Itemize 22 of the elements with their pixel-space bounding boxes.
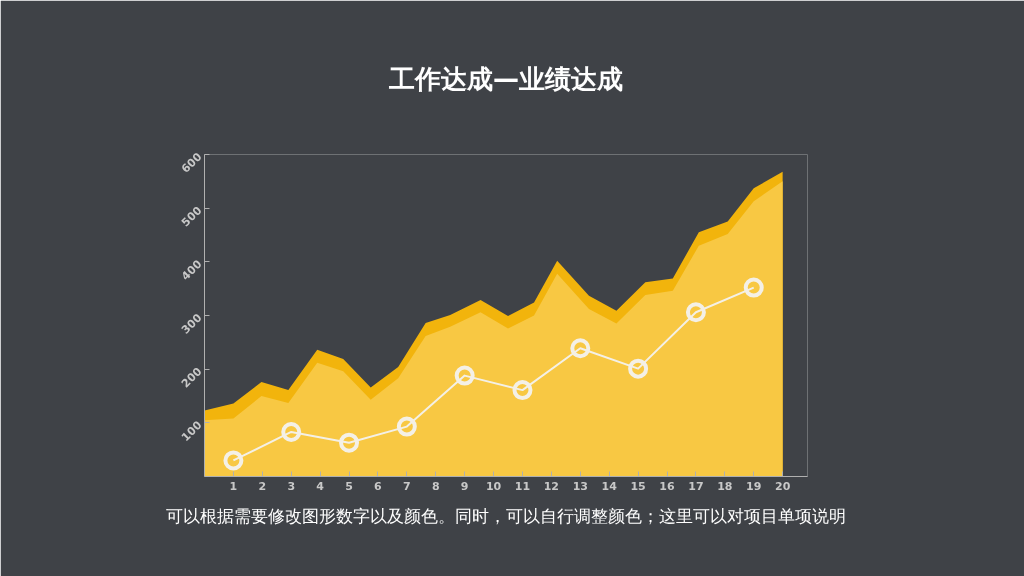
- x-tick-label: 20: [774, 479, 791, 493]
- x-tick-label: 13: [572, 479, 588, 493]
- x-tick-label: 2: [258, 479, 267, 493]
- x-tick-label: 18: [717, 479, 733, 493]
- x-tick-label: 14: [601, 479, 618, 493]
- text: 可以根据需要修改图形数字以及颜色。同时，可以自行调整颜色；这里可以对项目单项说明: [166, 505, 846, 526]
- x-tick-label: 10: [485, 479, 502, 493]
- x-tick-label: 8: [431, 479, 440, 493]
- x-tick-label: 15: [630, 479, 646, 493]
- chart-title: 工作达成—业绩达成: [388, 63, 623, 94]
- x-tick-label: 11: [514, 479, 531, 493]
- x-tick-label: 6: [374, 479, 383, 493]
- x-tick-label: 9: [460, 479, 469, 493]
- x-tick-label: 16: [659, 479, 676, 493]
- x-tick-label: 4: [316, 479, 325, 493]
- x-tick-label: 1: [229, 479, 238, 493]
- x-tick-label: 19: [746, 479, 762, 493]
- x-tick-label: 7: [403, 479, 411, 493]
- x-tick-label: 17: [688, 479, 704, 493]
- x-tick-label: 5: [345, 479, 353, 493]
- x-tick-label: 12: [543, 479, 560, 493]
- x-tick-label: 3: [287, 479, 296, 493]
